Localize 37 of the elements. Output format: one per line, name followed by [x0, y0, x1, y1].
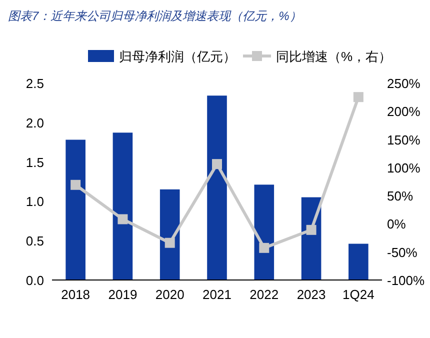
x-tick-label: 2022	[250, 287, 279, 302]
x-tick-label: 2020	[155, 287, 184, 302]
point	[259, 242, 270, 253]
x-tick-label: 2018	[61, 287, 90, 302]
legend-label: 归母净利润（亿元）	[119, 49, 236, 64]
bar	[160, 189, 180, 280]
y-tick-label: 1.0	[26, 194, 44, 210]
point	[118, 214, 128, 224]
point	[353, 92, 364, 102]
x-tick-label: 2021	[202, 287, 232, 302]
y2-tick-label: -50%	[387, 244, 418, 260]
x-tick-label: 2023	[296, 287, 326, 302]
y2-tick-label: 0%	[387, 216, 406, 232]
y2-tick-label: 150%	[387, 132, 421, 148]
y-tick-label: 1.5	[26, 154, 44, 170]
point	[306, 224, 316, 235]
y-tick-label: 2.5	[26, 76, 44, 91]
y2-tick-label: 100%	[387, 160, 421, 176]
point	[164, 238, 175, 248]
bar	[112, 132, 133, 280]
point	[70, 180, 81, 190]
y2-tick-label: 200%	[387, 104, 421, 120]
x-tick-label: 1Q24	[342, 287, 374, 302]
x-tick-label: 2019	[108, 287, 138, 302]
y2-tick-label: 50%	[387, 188, 414, 204]
bar	[207, 96, 227, 280]
y2-tick-label: -100%	[387, 273, 426, 288]
y-tick-label: 0.0	[26, 273, 44, 288]
y-tick-label: 2.0	[26, 115, 44, 130]
point	[212, 159, 222, 170]
bar	[254, 184, 274, 280]
bar	[66, 140, 86, 280]
bar	[348, 244, 368, 280]
legend-label: 同比增速（%，右）	[276, 49, 392, 64]
chart-title: 图表7：近年来公司归母净利润及增速表现（亿元，%）	[8, 9, 302, 23]
y-tick-label: 0.5	[26, 234, 44, 249]
y2-tick-label: 250%	[387, 76, 421, 91]
